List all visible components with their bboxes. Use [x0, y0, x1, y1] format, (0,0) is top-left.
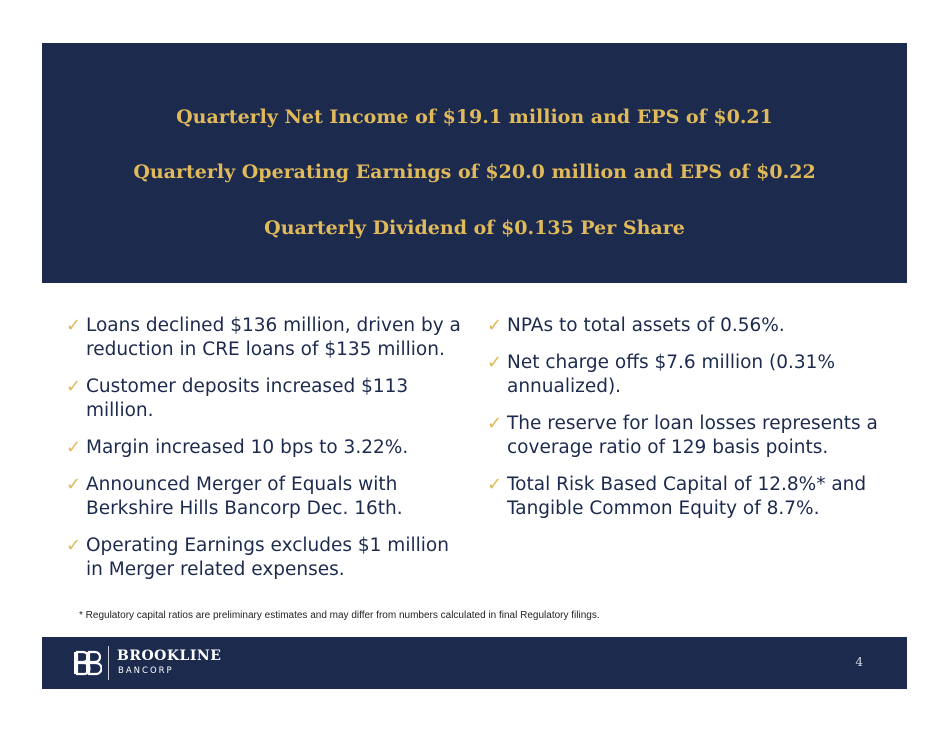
list-item: ✓ Margin increased 10 bps to 3.22%. — [66, 436, 471, 460]
bullet-text: Margin increased 10 bps to 3.22%. — [86, 437, 409, 458]
brookline-logo-icon — [74, 650, 102, 676]
checkmark-icon: ✓ — [487, 352, 503, 373]
footnote: * Regulatory capital ratios are prelimin… — [79, 610, 600, 621]
right-bullet-list: ✓ NPAs to total assets of 0.56%. ✓ Net c… — [487, 314, 887, 534]
headline-dividend: Quarterly Dividend of $0.135 Per Share — [264, 217, 685, 239]
list-item: ✓ NPAs to total assets of 0.56%. — [487, 314, 887, 338]
bullet-text: Announced Merger of Equals with Berkshir… — [86, 474, 403, 519]
bullet-text: Total Risk Based Capital of 12.8%* and T… — [507, 474, 867, 519]
checkmark-icon: ✓ — [66, 376, 82, 397]
list-item: ✓ Announced Merger of Equals with Berksh… — [66, 473, 471, 521]
list-item: ✓ Net charge offs $7.6 million (0.31% an… — [487, 351, 887, 399]
bullet-text: Customer deposits increased $113 million… — [86, 376, 409, 421]
list-item: ✓ The reserve for loan losses represents… — [487, 412, 887, 460]
bullet-text: Net charge offs $7.6 million (0.31% annu… — [507, 352, 836, 397]
headline-banner: Quarterly Net Income of $19.1 million an… — [42, 43, 907, 283]
bullet-text: Operating Earnings excludes $1 million i… — [86, 535, 449, 580]
bullet-text: The reserve for loan losses represents a… — [507, 413, 878, 458]
bullet-text: NPAs to total assets of 0.56%. — [507, 315, 785, 336]
logo-subtitle: BANCORP — [118, 666, 174, 676]
checkmark-icon: ✓ — [487, 315, 503, 336]
page-number: 4 — [855, 655, 863, 669]
logo-name: BROOKLINE — [117, 648, 222, 664]
list-item: ✓ Loans declined $136 million, driven by… — [66, 314, 471, 362]
left-bullet-list: ✓ Loans declined $136 million, driven by… — [66, 314, 471, 595]
headline-operating-earnings: Quarterly Operating Earnings of $20.0 mi… — [133, 161, 816, 183]
list-item: ✓ Customer deposits increased $113 milli… — [66, 375, 471, 423]
checkmark-icon: ✓ — [66, 437, 82, 458]
footer-bar: BROOKLINE BANCORP 4 — [42, 637, 907, 689]
logo-divider — [108, 646, 109, 680]
checkmark-icon: ✓ — [66, 474, 82, 495]
bullet-text: Loans declined $136 million, driven by a… — [86, 315, 461, 360]
list-item: ✓ Total Risk Based Capital of 12.8%* and… — [487, 473, 887, 521]
headline-net-income: Quarterly Net Income of $19.1 million an… — [176, 106, 773, 128]
checkmark-icon: ✓ — [66, 315, 82, 336]
checkmark-icon: ✓ — [66, 535, 82, 556]
list-item: ✓ Operating Earnings excludes $1 million… — [66, 534, 471, 582]
checkmark-icon: ✓ — [487, 474, 503, 495]
checkmark-icon: ✓ — [487, 413, 503, 434]
